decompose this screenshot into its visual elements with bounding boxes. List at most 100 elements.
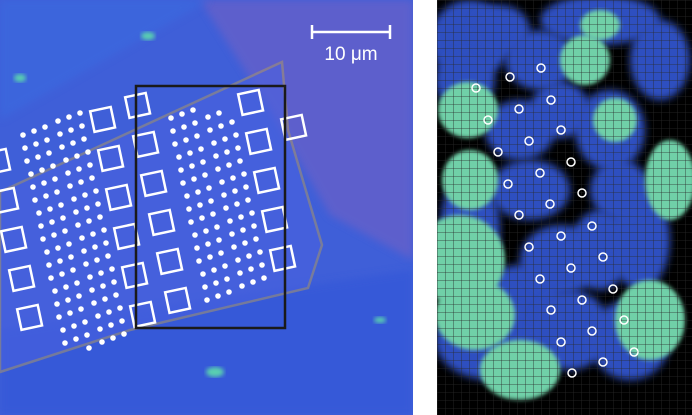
dot-marker xyxy=(93,188,99,194)
dot-marker xyxy=(67,183,73,189)
square-marker xyxy=(15,303,44,332)
dot-marker xyxy=(100,283,106,289)
marker-circles xyxy=(471,63,639,378)
dot-marker xyxy=(48,275,54,281)
dot-marker xyxy=(60,215,66,221)
dot-marker xyxy=(56,314,62,320)
dot-marker xyxy=(66,114,72,120)
dot-marker xyxy=(113,292,119,298)
pixel-grid xyxy=(437,0,692,415)
dot-marker xyxy=(70,267,76,273)
dot-marker xyxy=(249,210,255,216)
dot-marker xyxy=(214,224,220,230)
dot-marker xyxy=(216,110,222,116)
dot-marker xyxy=(207,127,213,133)
dot-marker xyxy=(44,249,50,255)
dot-marker xyxy=(98,270,104,276)
dot-marker xyxy=(211,267,217,273)
dot-marker xyxy=(75,222,81,228)
dot-marker xyxy=(243,184,249,190)
dot-marker xyxy=(44,137,50,143)
circle-marker xyxy=(471,83,481,93)
dot-marker xyxy=(32,197,38,203)
dot-marker xyxy=(259,262,265,268)
dot-marker xyxy=(222,263,228,269)
dot-marker xyxy=(218,250,224,256)
dot-marker xyxy=(197,202,203,208)
dot-marker xyxy=(229,231,235,237)
dot-marker xyxy=(46,150,52,156)
map-image xyxy=(437,0,692,415)
dot-marker xyxy=(180,180,186,186)
dot-marker xyxy=(73,336,79,342)
dot-marker xyxy=(187,150,193,156)
dot-marker xyxy=(84,205,90,211)
dot-marker xyxy=(181,124,187,130)
circle-marker xyxy=(493,147,503,157)
dot-marker xyxy=(57,131,63,137)
circle-marker xyxy=(483,115,493,125)
circle-marker xyxy=(535,168,545,178)
dot-marker xyxy=(183,137,189,143)
dot-marker xyxy=(205,241,211,247)
dot-marker xyxy=(62,228,68,234)
square-marker xyxy=(139,169,168,198)
flake-region xyxy=(0,0,210,120)
dot-marker xyxy=(184,193,190,199)
dot-marker xyxy=(121,331,127,337)
dot-marker xyxy=(103,240,109,246)
dot-marker xyxy=(66,241,72,247)
dot-marker xyxy=(89,175,95,181)
circle-marker xyxy=(524,242,534,252)
dot-marker xyxy=(203,228,209,234)
dot-marker xyxy=(239,283,245,289)
dot-marker xyxy=(77,110,83,116)
square-marker xyxy=(7,264,36,293)
dot-marker xyxy=(208,198,214,204)
dot-marker xyxy=(261,275,267,281)
dot-marker xyxy=(235,257,241,263)
dot-marker xyxy=(55,118,61,124)
dot-marker xyxy=(234,201,240,207)
dot-marker xyxy=(205,114,211,120)
dot-marker xyxy=(46,262,52,268)
dot-marker xyxy=(35,154,41,160)
circle-marker xyxy=(545,199,555,209)
dot-marker xyxy=(248,266,254,272)
dot-marker xyxy=(119,318,125,324)
dot-marker xyxy=(213,280,219,286)
dot-marker xyxy=(54,301,60,307)
dot-marker xyxy=(246,253,252,259)
dot-marker xyxy=(195,189,201,195)
dot-marker xyxy=(65,170,71,176)
dot-marker xyxy=(242,240,248,246)
dot-marker xyxy=(190,107,196,113)
dot-marker xyxy=(111,279,117,285)
dot-marker xyxy=(59,144,65,150)
dot-marker xyxy=(178,167,184,173)
dot-marker xyxy=(38,223,44,229)
circle-marker xyxy=(556,125,566,135)
dot-marker xyxy=(60,327,66,333)
dot-marker xyxy=(71,196,77,202)
dot-marker xyxy=(106,309,112,315)
dot-marker xyxy=(238,214,244,220)
dot-marker xyxy=(79,235,85,241)
dot-marker xyxy=(172,141,178,147)
dot-marker xyxy=(207,254,213,260)
dot-marker xyxy=(76,293,82,299)
dot-marker xyxy=(230,175,236,181)
dot-marker xyxy=(218,123,224,129)
dot-marker xyxy=(92,244,98,250)
circle-marker xyxy=(598,252,608,262)
dot-marker xyxy=(191,176,197,182)
dot-marker xyxy=(219,179,225,185)
microscope-image: 10 μm xyxy=(0,0,413,415)
dot-marker xyxy=(62,340,68,346)
dot-marker xyxy=(36,210,42,216)
dot-marker xyxy=(20,132,26,138)
circle-marker xyxy=(514,104,524,114)
dot-marker xyxy=(245,197,251,203)
dot-marker xyxy=(59,271,65,277)
